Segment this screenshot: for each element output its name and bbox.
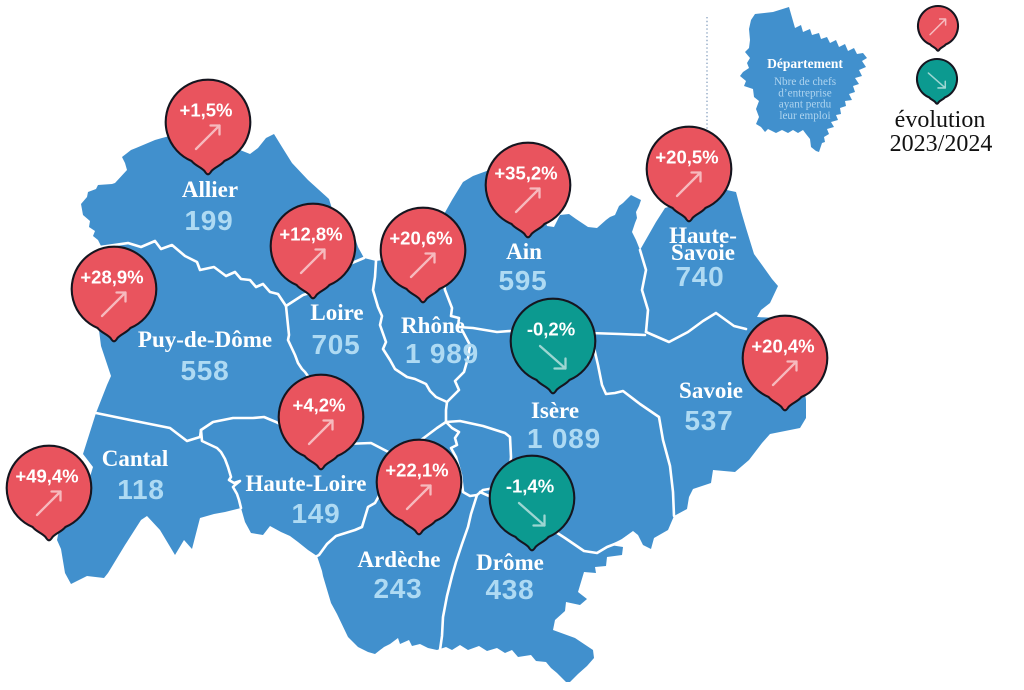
svg-text:1 089: 1 089 — [527, 423, 601, 454]
svg-text:558: 558 — [180, 355, 229, 386]
svg-text:+22,1%: +22,1% — [385, 460, 448, 481]
svg-text:Haute-: Haute- — [669, 223, 737, 248]
svg-text:+20,5%: +20,5% — [655, 147, 718, 168]
svg-text:Rhône: Rhône — [401, 313, 465, 338]
svg-text:leur emploi: leur emploi — [779, 110, 830, 122]
svg-text:Loire: Loire — [310, 300, 363, 325]
svg-text:+35,2%: +35,2% — [494, 163, 557, 184]
svg-text:Ain: Ain — [506, 239, 542, 264]
svg-text:705: 705 — [311, 329, 360, 360]
svg-text:+12,8%: +12,8% — [279, 224, 342, 245]
svg-text:d’entreprise: d’entreprise — [778, 87, 831, 99]
svg-text:537: 537 — [684, 405, 733, 436]
svg-text:évolution: évolution — [895, 107, 986, 133]
svg-text:Haute-Loire: Haute-Loire — [246, 471, 367, 496]
svg-text:199: 199 — [184, 205, 233, 236]
svg-text:438: 438 — [485, 574, 534, 605]
svg-text:2023/2024: 2023/2024 — [890, 131, 993, 157]
svg-text:740: 740 — [675, 261, 724, 292]
svg-text:+20,4%: +20,4% — [751, 336, 814, 357]
svg-text:Puy-de-Dôme: Puy-de-Dôme — [138, 327, 272, 352]
svg-text:118: 118 — [117, 474, 165, 505]
svg-text:Cantal: Cantal — [102, 446, 168, 471]
svg-text:243: 243 — [373, 573, 422, 604]
svg-text:Département: Département — [767, 56, 843, 71]
svg-text:+28,9%: +28,9% — [80, 267, 143, 288]
svg-text:Drôme: Drôme — [476, 550, 544, 575]
svg-text:+1,5%: +1,5% — [180, 100, 233, 121]
svg-text:1 989: 1 989 — [405, 338, 479, 369]
svg-text:149: 149 — [291, 498, 340, 529]
svg-text:ayant perdu: ayant perdu — [779, 99, 832, 111]
svg-text:Savoie: Savoie — [679, 378, 743, 403]
svg-text:Allier: Allier — [182, 177, 238, 202]
svg-text:Savoie: Savoie — [671, 240, 735, 265]
svg-text:-1,4%: -1,4% — [506, 476, 554, 497]
svg-text:Ardèche: Ardèche — [357, 547, 440, 572]
svg-text:-0,2%: -0,2% — [527, 319, 575, 340]
svg-text:Nbre de chefs: Nbre de chefs — [774, 76, 836, 88]
svg-text:Isère: Isère — [531, 398, 579, 423]
svg-text:+20,6%: +20,6% — [389, 228, 452, 249]
svg-text:+4,2%: +4,2% — [293, 395, 346, 416]
svg-text:+49,4%: +49,4% — [15, 466, 78, 487]
svg-text:595: 595 — [498, 265, 547, 296]
